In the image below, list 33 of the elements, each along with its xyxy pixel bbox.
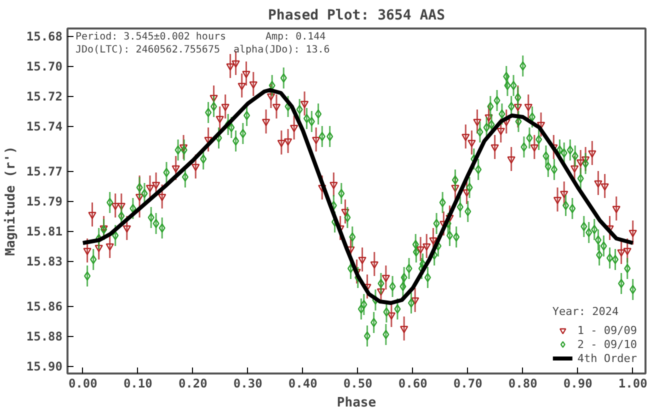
annotation: JDo(LTC): 2460562.755675 <box>76 44 220 56</box>
y-tick-label: 15.88 <box>26 330 62 344</box>
y-tick-label: 15.90 <box>26 360 62 374</box>
x-tick-label: 1.00 <box>618 376 648 390</box>
legend-label: 1 - 09/09 <box>577 323 637 337</box>
x-tick-label: 0.30 <box>233 376 262 390</box>
legend-label: 2 - 09/10 <box>577 337 637 351</box>
y-tick-label: 15.77 <box>26 164 62 178</box>
x-tick-label: 0.60 <box>398 376 428 390</box>
x-tick-label: 0.40 <box>288 376 318 390</box>
x-tick-label: 0.00 <box>68 376 98 390</box>
chart-title: Phased Plot: 3654 AAS <box>268 8 446 24</box>
annotation: Amp: 0.144 <box>266 32 326 42</box>
y-tick-label: 15.86 <box>26 300 62 314</box>
legend-title: Year: 2024 <box>552 305 620 318</box>
y-tick-label: 15.79 <box>26 194 62 208</box>
legend-label: 4th Order <box>577 351 637 365</box>
x-tick-label: 0.70 <box>453 376 482 390</box>
x-tick-label: 0.20 <box>178 376 208 390</box>
annotation: alpha(JDo): 13.6 <box>234 44 330 56</box>
y-tick-label: 15.68 <box>26 30 62 44</box>
y-tick-label: 15.83 <box>26 254 62 268</box>
x-tick-label: 0.10 <box>123 376 152 390</box>
y-tick-label: 15.72 <box>26 90 62 104</box>
y-tick-label: 15.81 <box>26 224 62 238</box>
x-axis-title: Phase <box>336 396 376 410</box>
annotation: Period: 3.545±0.002 hours <box>76 32 226 42</box>
y-tick-label: 15.70 <box>26 60 62 74</box>
x-tick-label: 0.80 <box>508 376 538 390</box>
x-tick-label: 0.50 <box>343 376 372 390</box>
x-tick-label: 0.90 <box>563 376 592 390</box>
y-tick-label: 15.74 <box>26 120 62 134</box>
y-axis-title: Magnitude (r') <box>3 146 18 256</box>
